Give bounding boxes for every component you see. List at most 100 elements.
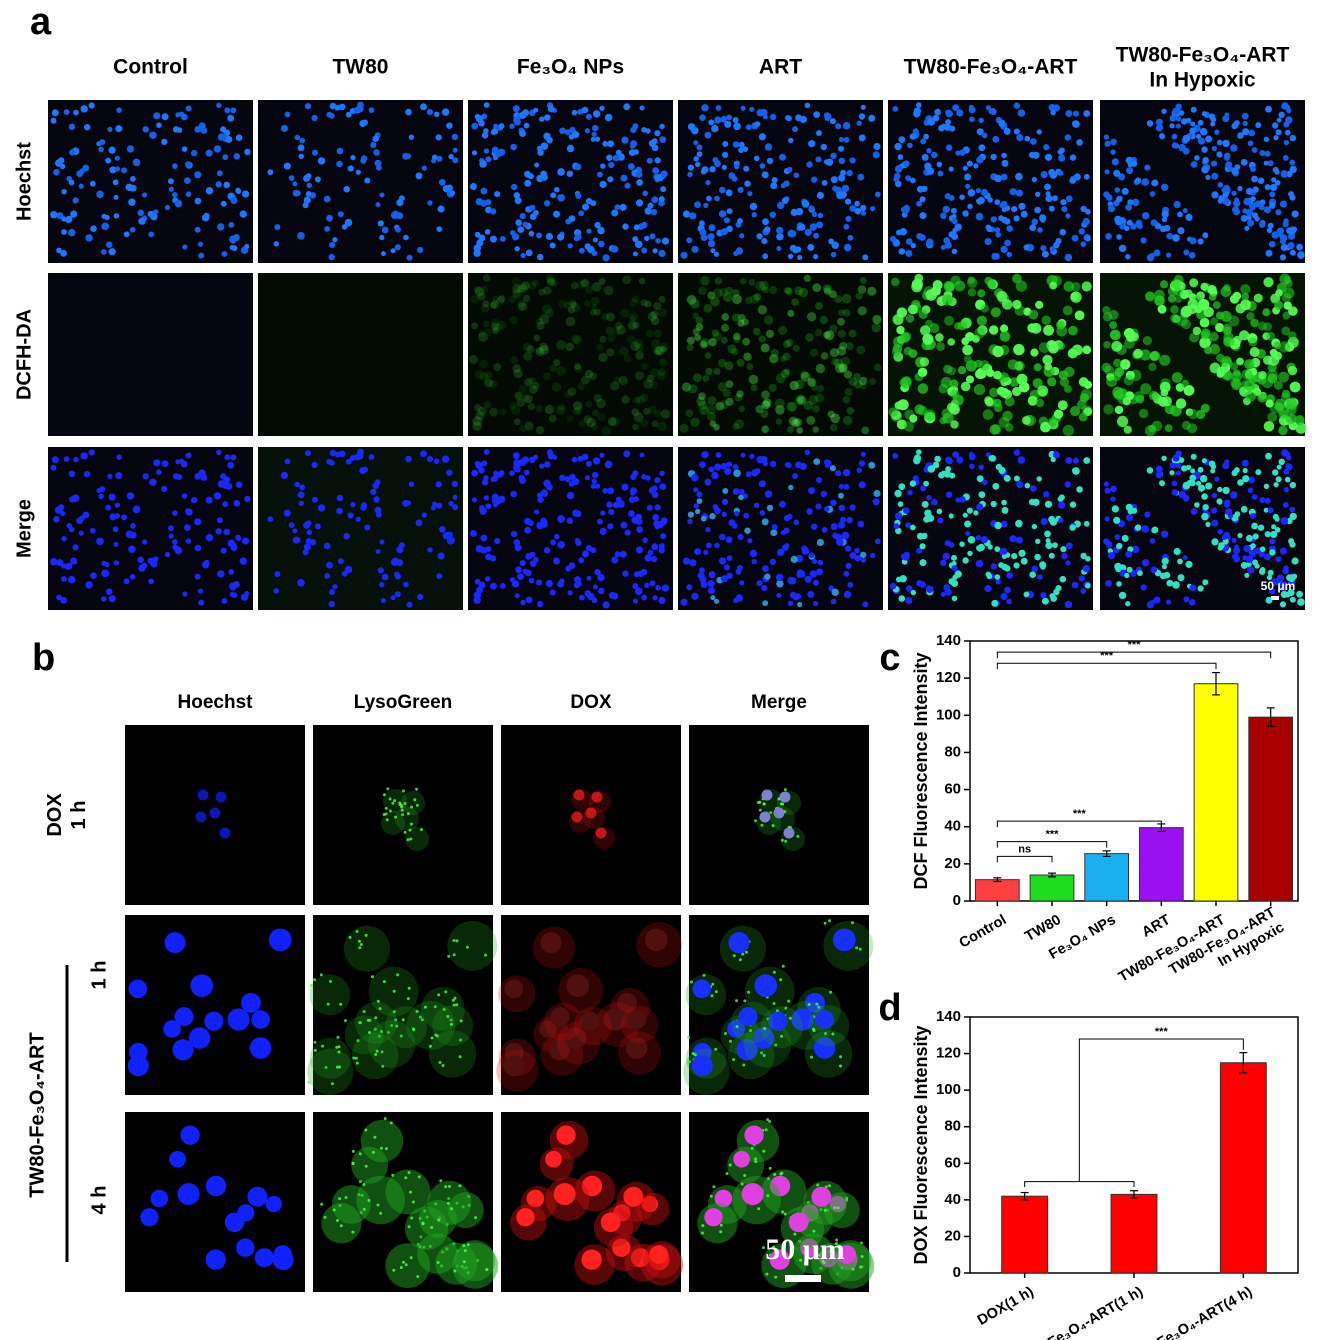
cytoplasm xyxy=(394,806,420,832)
cell xyxy=(438,179,446,186)
lysosome xyxy=(323,1215,327,1219)
cell xyxy=(687,518,693,525)
cell xyxy=(1126,566,1133,573)
cell xyxy=(1263,507,1269,513)
cell xyxy=(1103,134,1110,140)
nucleus xyxy=(227,1008,250,1031)
cell xyxy=(699,405,709,416)
cell xyxy=(1103,341,1111,349)
cell xyxy=(524,526,532,534)
cell xyxy=(564,301,572,310)
cell xyxy=(653,349,661,357)
cell xyxy=(556,340,566,350)
cell xyxy=(829,118,836,125)
cell xyxy=(574,364,583,373)
cell xyxy=(1168,294,1176,303)
cell xyxy=(1105,580,1112,587)
cell xyxy=(758,480,767,488)
cell xyxy=(919,543,926,550)
cell xyxy=(554,186,560,193)
column-header: Control xyxy=(113,56,188,79)
cell xyxy=(1004,396,1015,407)
cell xyxy=(533,334,540,342)
cell xyxy=(471,497,478,503)
cell xyxy=(524,179,532,187)
cell xyxy=(82,164,90,172)
cell xyxy=(292,536,300,544)
cell xyxy=(1117,415,1129,427)
cell xyxy=(1289,481,1297,489)
lysosome xyxy=(839,1064,842,1068)
cell xyxy=(436,155,443,162)
cell xyxy=(142,539,148,545)
lysosome xyxy=(765,1272,769,1276)
cell xyxy=(732,141,740,148)
cell xyxy=(804,575,812,583)
cell xyxy=(1000,200,1008,208)
cell xyxy=(762,600,769,607)
cell xyxy=(1282,155,1289,161)
cell xyxy=(1211,492,1217,499)
cell xyxy=(748,278,756,286)
cell xyxy=(88,449,95,456)
cell xyxy=(796,427,804,434)
cell xyxy=(921,185,928,193)
cell xyxy=(720,115,727,123)
lysosome xyxy=(319,973,323,977)
cell xyxy=(658,196,665,203)
cell xyxy=(490,129,497,135)
cell xyxy=(375,202,381,208)
lysosome xyxy=(329,979,332,983)
cell xyxy=(115,472,123,480)
cell xyxy=(951,580,959,587)
cell xyxy=(699,220,705,227)
cell xyxy=(813,601,819,607)
nucleus xyxy=(741,1183,764,1206)
cell xyxy=(607,523,614,530)
cell xyxy=(977,289,986,298)
cell xyxy=(943,470,952,478)
cell xyxy=(442,185,451,193)
cell xyxy=(1208,113,1216,120)
cell xyxy=(658,249,666,258)
lysosome xyxy=(338,1197,342,1201)
lysosome xyxy=(406,997,410,1001)
cell xyxy=(706,405,716,415)
cell xyxy=(860,557,867,563)
lysosome xyxy=(829,1250,833,1254)
cell xyxy=(373,496,380,503)
cell xyxy=(892,347,901,357)
cell xyxy=(1268,587,1276,595)
cell xyxy=(284,111,291,118)
cell xyxy=(1288,331,1297,340)
cell xyxy=(775,373,786,384)
cell xyxy=(273,241,279,247)
cell xyxy=(379,581,385,588)
cell xyxy=(691,592,699,600)
cell xyxy=(919,196,926,203)
cell xyxy=(88,102,95,109)
cell xyxy=(1149,253,1155,258)
cell xyxy=(558,403,566,411)
cell xyxy=(481,479,489,486)
cell xyxy=(529,204,536,211)
cell xyxy=(492,295,500,303)
cell xyxy=(698,392,706,401)
cell xyxy=(745,471,752,478)
cell xyxy=(394,591,401,598)
cell xyxy=(1224,459,1230,465)
cell xyxy=(751,212,757,218)
cell xyxy=(854,200,860,207)
cell xyxy=(525,596,533,604)
cell xyxy=(900,377,912,389)
cell xyxy=(919,559,927,567)
nucleus xyxy=(727,1020,746,1038)
cell xyxy=(1250,318,1259,328)
cell xyxy=(485,156,492,163)
cell xyxy=(623,450,631,458)
lysosome xyxy=(745,950,748,954)
cell xyxy=(841,293,852,304)
cell xyxy=(1029,571,1036,578)
cell xyxy=(1283,140,1289,146)
cell xyxy=(783,180,790,187)
